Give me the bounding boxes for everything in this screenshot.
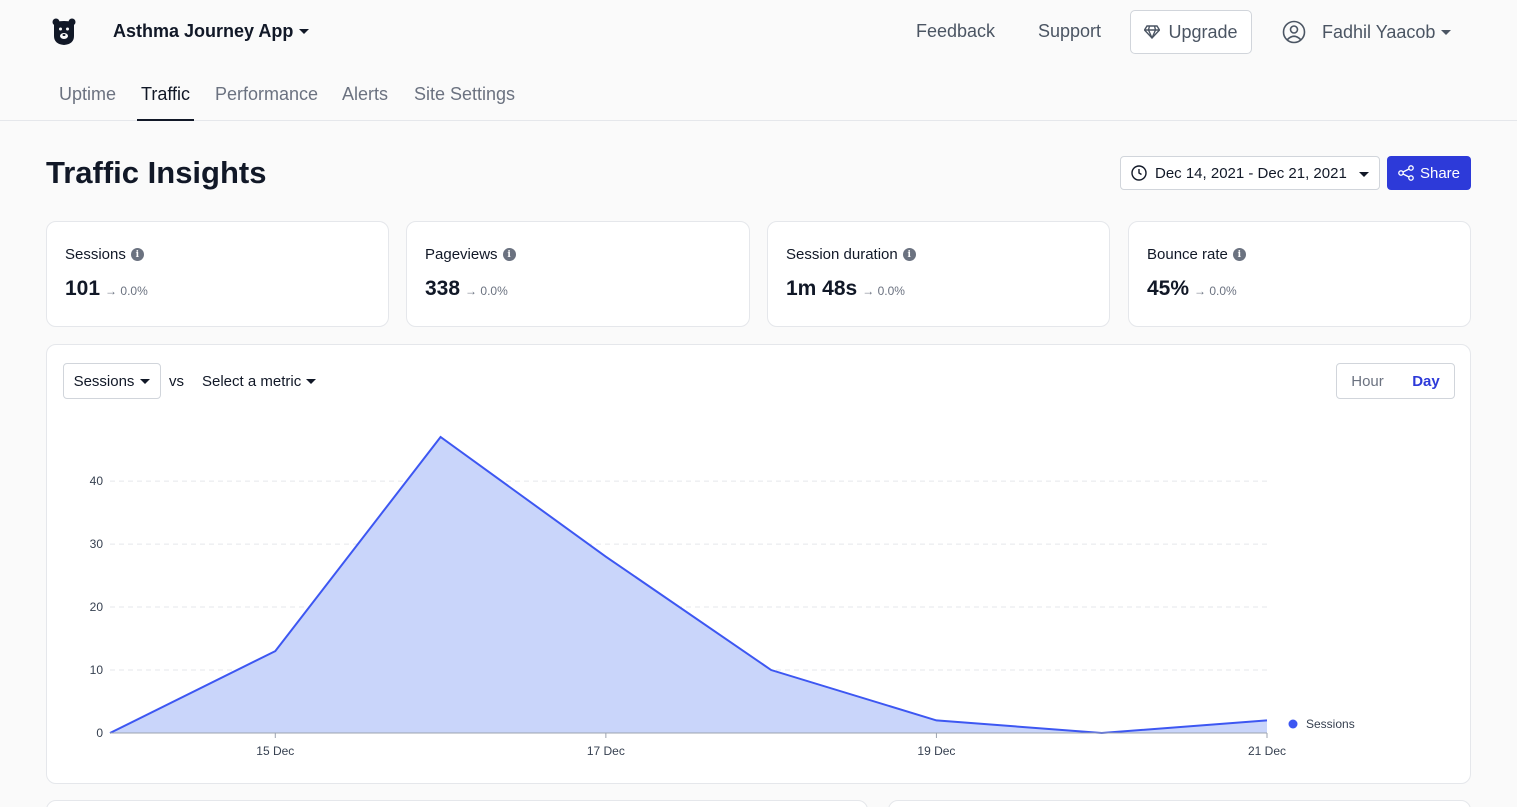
bear-logo-icon[interactable] [52, 18, 76, 46]
stat-label: Pageviews [425, 246, 498, 263]
legend-dot [1288, 719, 1298, 729]
user-avatar-icon [1282, 20, 1306, 44]
day-option[interactable]: Day [1412, 372, 1440, 390]
stat-card-pageviews: Pageviews i 338 → 0.0% [406, 221, 750, 327]
sessions-area [110, 437, 1267, 733]
bottom-card-left [46, 800, 868, 807]
chevron-down-icon [140, 378, 151, 384]
top-bar: Asthma Journey App Feedback Support Upgr… [0, 0, 1517, 64]
traffic-chart-panel: Sessions vs Select a metric Hour Day 0 10… [46, 344, 1471, 784]
user-menu[interactable]: Fadhil Yaacob [1282, 20, 1452, 44]
y-tick-label: 30 [90, 537, 104, 551]
upgrade-label: Upgrade [1168, 21, 1238, 42]
user-name: Fadhil Yaacob [1322, 21, 1436, 42]
vs-label: vs [169, 373, 184, 390]
tab-uptime[interactable]: Uptime [59, 84, 117, 104]
share-icon [1398, 165, 1414, 181]
chevron-down-icon [299, 29, 310, 34]
stat-card-bounce-rate: Bounce rate i 45% → 0.0% [1128, 221, 1471, 327]
stat-change: → 0.0% [465, 284, 508, 298]
primary-metric-dropdown[interactable]: Sessions [63, 363, 161, 399]
stat-change-value: 0.0% [877, 284, 905, 298]
stat-change: → 0.0% [862, 284, 905, 298]
diamond-icon [1144, 25, 1161, 39]
x-tick-label: 17 Dec [587, 744, 625, 758]
stat-card-sessions: Sessions i 101 → 0.0% [46, 221, 389, 327]
compare-metric-label: Select a metric [202, 373, 302, 390]
hour-option[interactable]: Hour [1351, 372, 1384, 390]
info-icon[interactable]: i [502, 248, 516, 261]
tab-bar: Uptime Traffic Performance Alerts Site S… [0, 64, 1517, 121]
bottom-card-right [888, 800, 1471, 807]
granularity-toggle: Hour Day [1336, 363, 1455, 399]
sessions-line [109, 435, 1268, 735]
feedback-link[interactable]: Feedback [916, 21, 996, 41]
page-title: Traffic Insights [46, 155, 267, 190]
y-tick-label: 40 [90, 474, 104, 488]
y-tick-label: 10 [90, 663, 104, 677]
upgrade-button[interactable]: Upgrade [1130, 10, 1252, 54]
stat-value: 1m 48s [786, 277, 858, 300]
stat-label: Sessions [65, 246, 126, 263]
stat-change: → 0.0% [1194, 284, 1237, 298]
chevron-down-icon [306, 379, 317, 384]
stat-value: 45% [1147, 277, 1190, 300]
stat-value: 101 [65, 277, 101, 300]
stat-card-session-duration: Session duration i 1m 48s → 0.0% [767, 221, 1110, 327]
info-icon[interactable]: i [1232, 248, 1246, 261]
legend-label: Sessions [1306, 717, 1355, 731]
tab-site-settings[interactable]: Site Settings [414, 84, 516, 104]
chevron-down-icon [1359, 172, 1369, 177]
tab-performance[interactable]: Performance [215, 84, 319, 104]
stat-label: Session duration [786, 246, 898, 263]
date-range-picker[interactable]: Dec 14, 2021 - Dec 21, 2021 [1120, 156, 1380, 190]
app-name: Asthma Journey App [113, 21, 294, 41]
sessions-area-chart: 0 10 20 30 40 15 Dec 17 Dec 19 Dec 21 Dec Session… [90, 435, 1355, 758]
stat-change: → 0.0% [105, 284, 148, 298]
tab-alerts[interactable]: Alerts [342, 84, 389, 104]
stat-value: 338 [425, 277, 461, 300]
chevron-down-icon [1441, 29, 1452, 35]
stat-change-value: 0.0% [480, 284, 508, 298]
x-tick-label: 21 Dec [1248, 744, 1286, 758]
x-tick-label: 15 Dec [256, 744, 294, 758]
stat-label: Bounce rate [1147, 246, 1228, 263]
y-tick-label: 0 [96, 726, 103, 740]
tab-traffic[interactable]: Traffic [137, 84, 195, 121]
clock-icon [1131, 165, 1147, 181]
support-link[interactable]: Support [1038, 21, 1102, 41]
compare-metric-dropdown[interactable]: Select a metric [202, 373, 317, 390]
primary-metric-label: Sessions [73, 372, 135, 390]
app-switcher[interactable]: Asthma Journey App [113, 21, 310, 42]
x-tick-label: 19 Dec [917, 744, 955, 758]
share-button[interactable]: Share [1387, 156, 1471, 190]
stat-change-value: 0.0% [120, 284, 148, 298]
info-icon[interactable]: i [130, 248, 144, 261]
y-tick-label: 20 [90, 600, 104, 614]
stat-change-value: 0.0% [1209, 284, 1237, 298]
share-label: Share [1419, 164, 1461, 182]
info-icon[interactable]: i [902, 248, 916, 261]
date-range-label: Dec 14, 2021 - Dec 21, 2021 [1155, 164, 1347, 182]
